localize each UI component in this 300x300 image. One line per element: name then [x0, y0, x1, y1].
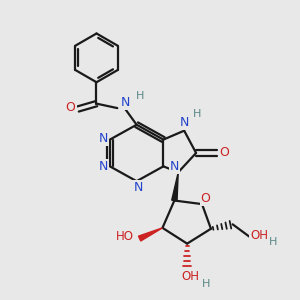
Text: H: H	[201, 279, 210, 289]
Text: N: N	[134, 181, 143, 194]
Text: HO: HO	[116, 230, 134, 243]
Polygon shape	[139, 228, 163, 241]
Text: H: H	[194, 109, 202, 119]
Text: N: N	[180, 116, 190, 129]
Text: H: H	[268, 237, 277, 247]
Text: N: N	[99, 132, 108, 145]
Text: O: O	[219, 146, 229, 160]
Text: OH: OH	[181, 270, 199, 283]
Text: O: O	[66, 101, 76, 114]
Polygon shape	[172, 172, 178, 201]
Text: H: H	[136, 91, 145, 100]
Text: OH: OH	[250, 229, 268, 242]
Text: N: N	[99, 160, 108, 173]
Text: N: N	[170, 160, 179, 173]
Text: O: O	[201, 192, 211, 205]
Text: N: N	[121, 96, 130, 109]
